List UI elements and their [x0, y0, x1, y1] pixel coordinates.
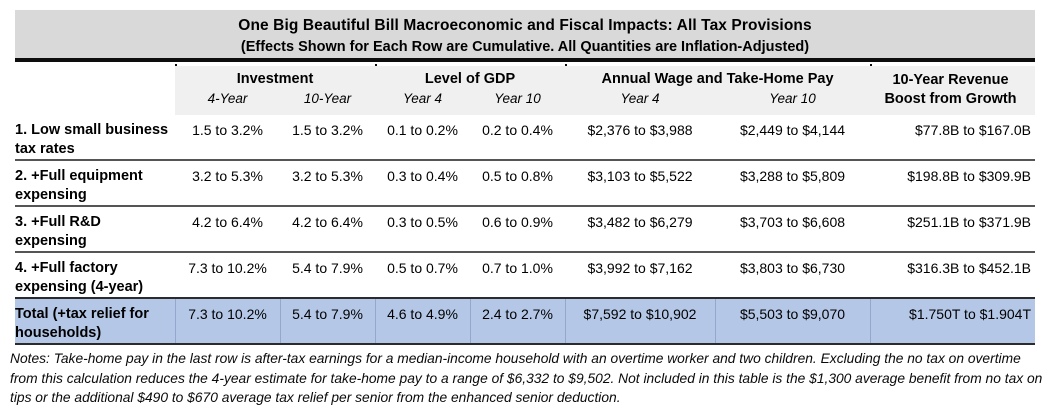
column-group-investment: Investment	[175, 66, 375, 90]
table-cell: $3,703 to $6,608	[739, 214, 846, 230]
table-cell: 0.1 to 0.2%	[387, 122, 458, 138]
table-cell: $2,376 to $3,988	[587, 122, 693, 138]
table-cell: $316.3B to $452.1B	[907, 260, 1031, 276]
table-cell: 3.2 to 5.3%	[192, 168, 263, 184]
table-cell: 7.3 to 10.2%	[188, 260, 267, 276]
subheader-gdp-y4: Year 4	[375, 89, 470, 115]
table-cell: 0.2 to 0.4%	[482, 122, 553, 138]
table-cell: 1.5 to 3.2%	[192, 122, 263, 138]
subheader-row: 4-Year 10-Year Year 4 Year 10 Year 4 Yea…	[15, 89, 1035, 115]
column-group-gdp: Level of GDP	[375, 66, 565, 90]
table-cell: 0.5 to 0.7%	[387, 260, 458, 276]
chart-title: One Big Beautiful Bill Macroeconomic and…	[238, 17, 812, 34]
table-cell: 2.4 to 2.7%	[469, 298, 565, 344]
table-cell: $3,992 to $7,162	[587, 260, 693, 276]
table-cell: $3,288 to $5,809	[739, 168, 846, 184]
table-cell: 3.2 to 5.3%	[292, 168, 363, 184]
chart-subtitle: (Effects Shown for Each Row are Cumulati…	[240, 39, 810, 55]
subheader-investment-4yr: 4-Year	[175, 89, 280, 115]
table-cell: 0.7 to 1.0%	[482, 260, 553, 276]
subheader-wage-y4: Year 4	[565, 89, 715, 115]
table-cell: 1.5 to 3.2%	[292, 122, 363, 138]
column-group-wage: Annual Wage and Take-Home Pay	[565, 66, 870, 90]
row-label: 3. +Full R&D expensing	[15, 214, 101, 249]
subheader-gdp-y10: Year 10	[470, 89, 565, 115]
table-cell: $3,803 to $6,730	[739, 260, 846, 276]
table-cell: $198.8B to $309.9B	[907, 168, 1031, 184]
table-row: 4. +Full factory expensing (4-year) 7.3 …	[15, 252, 1035, 298]
subheader-investment-10yr: 10-Year	[280, 89, 375, 115]
column-group-revenue: 10-Year Revenue Boost from Growth	[870, 66, 1035, 115]
corner-cell	[15, 66, 175, 115]
subheader-wage-y10: Year 10	[715, 89, 870, 115]
table-cell: 5.4 to 7.9%	[292, 260, 363, 276]
row-label: 2. +Full equipment expensing	[15, 168, 143, 203]
table-cell: 5.4 to 7.9%	[279, 298, 375, 344]
table-cell: 0.6 to 0.9%	[482, 214, 553, 230]
table-cell: 0.3 to 0.4%	[387, 168, 458, 184]
table-cell: $3,482 to $6,279	[587, 214, 693, 230]
table-cell: $3,103 to $5,522	[587, 168, 693, 184]
table-cell: $7,592 to $10,902	[564, 298, 715, 344]
total-row: Total (+tax relief for households) 7.3 t…	[15, 298, 1035, 344]
footnote-text: Notes: Take-home pay in the last row is …	[10, 351, 1043, 405]
row-label: 4. +Full factory expensing (4-year)	[15, 260, 144, 295]
row-label: 1. Low small business tax rates	[15, 122, 169, 157]
table-cell: $251.1B to $371.9B	[907, 214, 1031, 230]
table-row: 1. Low small business tax rates 1.5 to 3…	[15, 115, 1035, 160]
group-header-row: Investment Level of GDP Annual Wage and …	[15, 66, 1035, 115]
table-cell: 0.5 to 0.8%	[482, 168, 553, 184]
table-cell: 7.3 to 10.2%	[174, 298, 280, 344]
table-cell: 4.6 to 4.9%	[374, 298, 470, 344]
table-cell: $2,449 to $4,144	[739, 122, 846, 138]
table-cell: $1.750T to $1.904T	[869, 298, 1035, 344]
table-cell: $77.8B to $167.0B	[915, 122, 1031, 138]
table-row: 3. +Full R&D expensing 4.2 to 6.4% 4.2 t…	[15, 206, 1035, 252]
total-row-label: Total (+tax relief for households)	[15, 306, 149, 341]
table-cell: 4.2 to 6.4%	[192, 214, 263, 230]
table-cell: 4.2 to 6.4%	[292, 214, 363, 230]
impacts-table: Investment Level of GDP Annual Wage and …	[15, 66, 1035, 345]
title-band: One Big Beautiful Bill Macroeconomic and…	[15, 10, 1035, 62]
table-cell: 0.3 to 0.5%	[387, 214, 458, 230]
table-row: 2. +Full equipment expensing 3.2 to 5.3%…	[15, 160, 1035, 206]
table-cell: $5,503 to $9,070	[714, 298, 870, 344]
